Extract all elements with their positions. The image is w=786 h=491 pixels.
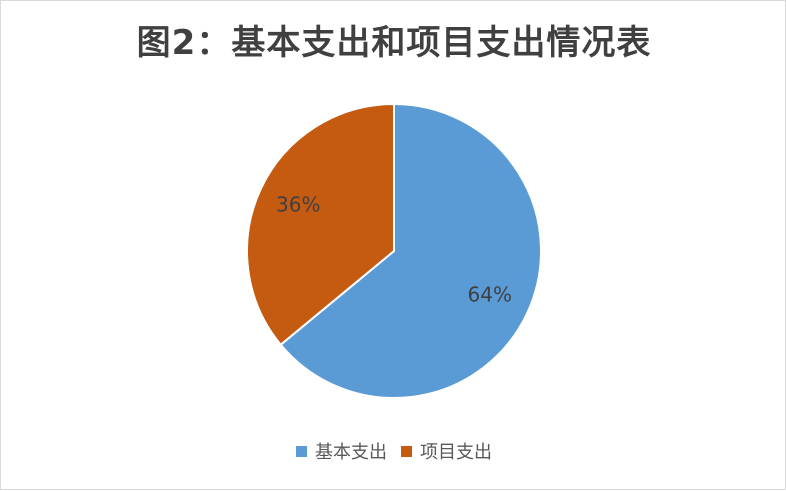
data-label-project: 36% (276, 192, 320, 216)
legend-item-project: 项目支出 (401, 438, 492, 464)
chart-title: 图2：基本支出和项目支出情况表 (136, 23, 652, 63)
pie-slice-project (246, 102, 395, 347)
legend-swatch-basic (296, 445, 307, 457)
legend-label-project: 项目支出 (420, 442, 492, 463)
legend-item-basic: 基本支出 (296, 438, 387, 464)
legend-label-basic: 基本支出 (315, 442, 387, 463)
legend-swatch-project (401, 445, 412, 457)
legend: 基本支出 项目支出 (1, 438, 786, 464)
data-label-basic: 64% (468, 283, 512, 307)
pie-slice-basic (279, 102, 542, 399)
